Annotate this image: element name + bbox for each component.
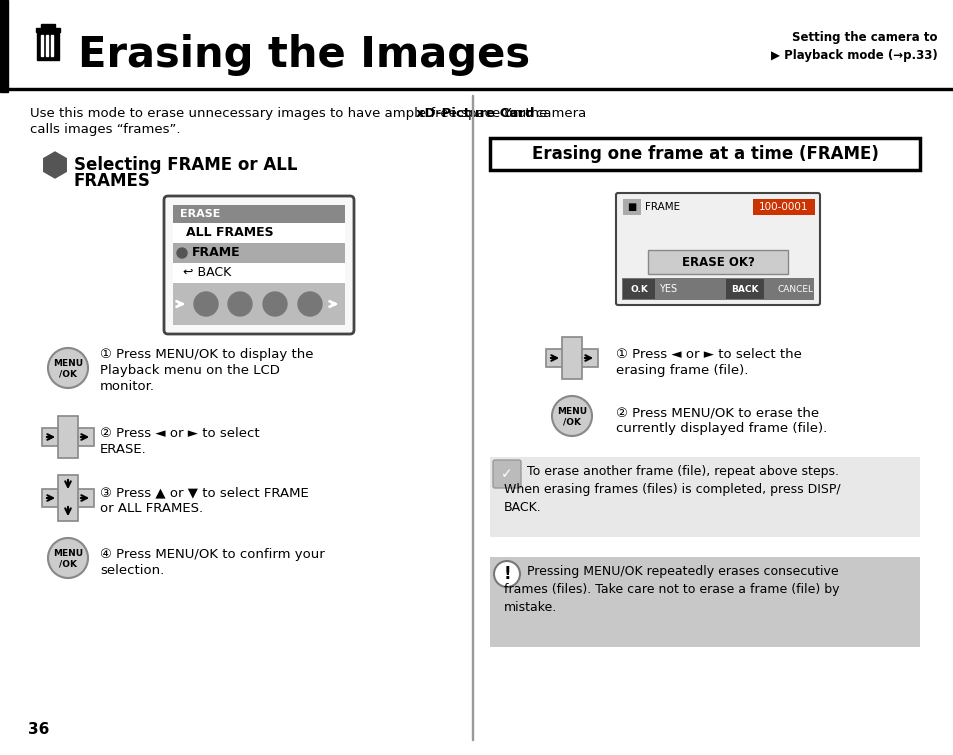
Bar [490,557,919,647]
Circle shape [263,292,287,316]
Bar [621,278,813,300]
Text: /OK: /OK [59,559,77,569]
Text: /OK: /OK [59,369,77,378]
Bar [37,32,59,60]
Circle shape [552,396,592,436]
Text: frames (files). Take care not to erase a frame (file) by: frames (files). Take care not to erase a… [503,583,839,596]
Text: Erasing one frame at a time (FRAME): Erasing one frame at a time (FRAME) [531,145,878,163]
Text: /OK: /OK [562,418,580,427]
Text: ① Press MENU/OK to display the: ① Press MENU/OK to display the [100,348,314,361]
Bar [545,349,598,367]
Circle shape [297,292,322,316]
Text: currently displayed frame (file).: currently displayed frame (file). [616,422,826,435]
Text: xD-Picture Card: xD-Picture Card [416,107,535,120]
Text: ② Press MENU/OK to erase the: ② Press MENU/OK to erase the [616,406,819,419]
Text: MENU: MENU [557,406,586,415]
Bar [0,0,8,92]
Bar [42,489,94,507]
Bar [172,283,345,325]
Text: calls images “frames”.: calls images “frames”. [30,123,180,136]
Text: erasing frame (file).: erasing frame (file). [616,364,747,377]
Bar [622,199,640,215]
Circle shape [193,292,218,316]
Text: Erasing the Images: Erasing the Images [78,34,530,76]
Text: FRAME: FRAME [644,202,679,212]
Circle shape [228,292,252,316]
Text: MENU: MENU [52,548,83,557]
Text: Pressing MENU/OK repeatedly erases consecutive: Pressing MENU/OK repeatedly erases conse… [526,565,838,578]
FancyBboxPatch shape [616,193,820,305]
Bar [622,279,655,299]
Text: mistake.: mistake. [503,601,557,614]
Text: ■: ■ [627,202,636,212]
Text: 100-0001: 100-0001 [759,202,808,212]
Text: ALL FRAMES: ALL FRAMES [186,226,274,239]
Text: YES: YES [659,284,677,294]
Text: Use this mode to erase unnecessary images to have ample free space on the: Use this mode to erase unnecessary image… [30,107,551,120]
Text: or ALL FRAMES.: or ALL FRAMES. [100,502,203,515]
Text: Playback menu on the LCD: Playback menu on the LCD [100,364,279,377]
Text: monitor.: monitor. [100,380,154,393]
Bar [725,279,763,299]
Circle shape [177,248,187,258]
Text: . Your camera: . Your camera [494,107,585,120]
Text: O.K: O.K [629,285,647,294]
Bar [41,24,55,29]
Bar [41,35,43,56]
Text: When erasing frames (files) is completed, press DISP/: When erasing frames (files) is completed… [503,483,840,496]
Text: ERASE OK?: ERASE OK? [680,255,754,269]
Bar [490,138,919,170]
Bar [490,457,919,537]
Text: ✓: ✓ [500,467,513,481]
Bar [172,223,345,243]
Text: MENU: MENU [52,359,83,368]
Text: FRAMES: FRAMES [74,172,151,190]
Text: ① Press ◄ or ► to select the: ① Press ◄ or ► to select the [616,348,801,361]
FancyBboxPatch shape [493,460,520,488]
Bar [42,428,94,446]
Text: ▶ Playback mode (→p.33): ▶ Playback mode (→p.33) [770,50,937,63]
Text: ④ Press MENU/OK to confirm your: ④ Press MENU/OK to confirm your [100,548,324,561]
Bar [36,28,60,32]
Text: 36: 36 [28,723,50,738]
Bar [647,250,787,274]
Bar [8,88,953,90]
Bar [172,243,345,263]
Text: CANCEL: CANCEL [778,285,813,294]
Circle shape [48,348,88,388]
Text: ↩ BACK: ↩ BACK [183,267,231,279]
Bar [472,95,473,740]
Text: ERASE.: ERASE. [100,443,147,456]
Text: ② Press ◄ or ► to select: ② Press ◄ or ► to select [100,427,259,440]
Bar [561,337,581,379]
Text: BACK.: BACK. [503,501,541,514]
Circle shape [48,538,88,578]
Text: To erase another frame (file), repeat above steps.: To erase another frame (file), repeat ab… [526,465,838,478]
Text: Selecting FRAME or ALL: Selecting FRAME or ALL [74,156,297,174]
Text: ③ Press ▲ or ▼ to select FRAME: ③ Press ▲ or ▼ to select FRAME [100,486,309,499]
Bar [172,263,345,283]
Circle shape [494,561,519,587]
Text: ERASE: ERASE [180,209,220,219]
Text: !: ! [502,565,510,583]
Text: FRAME: FRAME [192,246,240,260]
Text: Setting the camera to: Setting the camera to [792,32,937,45]
Polygon shape [44,152,66,178]
FancyBboxPatch shape [164,196,354,334]
Bar [46,35,48,56]
Bar [58,475,78,521]
Bar [752,199,814,215]
Text: BACK: BACK [731,285,758,294]
Bar [58,416,78,458]
Bar [172,205,345,223]
Text: selection.: selection. [100,564,164,577]
Bar [51,35,53,56]
